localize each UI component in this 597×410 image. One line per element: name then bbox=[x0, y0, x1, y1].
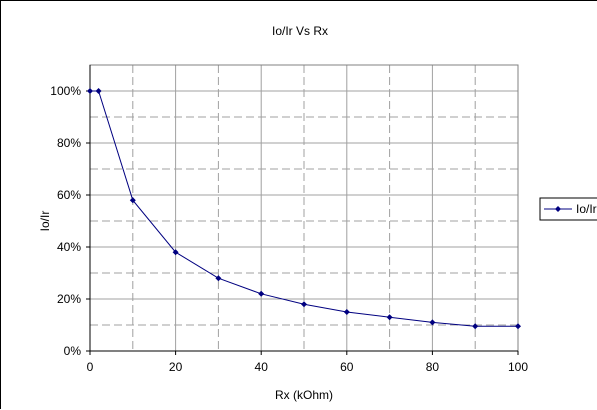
x-tick-label: 0 bbox=[87, 360, 94, 374]
data-point bbox=[129, 197, 136, 204]
y-tick-label: 40% bbox=[57, 240, 81, 254]
data-point bbox=[472, 323, 479, 330]
y-tick-label: 60% bbox=[57, 188, 81, 202]
x-tick-label: 60 bbox=[340, 360, 354, 374]
y-tick-label: 80% bbox=[57, 136, 81, 150]
data-point bbox=[515, 323, 521, 330]
legend-marker bbox=[555, 206, 561, 212]
plot-area: 0 20 40 60 80 100 0% 20% 40% 60% 80% 100% bbox=[50, 64, 528, 374]
x-tick-label: 20 bbox=[169, 360, 183, 374]
legend-entry-label: Io/Ir bbox=[576, 202, 597, 216]
x-tick-label: 100 bbox=[508, 360, 528, 374]
data-point bbox=[301, 301, 307, 308]
y-tick-label: 20% bbox=[57, 292, 81, 306]
series-line bbox=[90, 90, 518, 327]
chart-title: Io/Ir Vs Rx bbox=[272, 24, 328, 38]
y-tick-label: 0% bbox=[64, 344, 82, 358]
x-axis-title: Rx (kOhm) bbox=[275, 388, 333, 402]
data-point bbox=[172, 249, 179, 256]
data-point bbox=[386, 314, 393, 321]
y-tick-label: 100% bbox=[50, 84, 81, 98]
x-tick-label: 40 bbox=[255, 360, 269, 374]
data-point bbox=[95, 88, 102, 94]
data-point bbox=[429, 319, 436, 326]
y-axis-title: Io/Ir bbox=[38, 211, 52, 232]
data-point bbox=[258, 290, 265, 297]
data-point bbox=[343, 309, 350, 315]
x-tick-label: 80 bbox=[426, 360, 440, 374]
data-point bbox=[215, 275, 222, 282]
data-point bbox=[87, 88, 93, 94]
legend: Io/Ir bbox=[539, 197, 597, 221]
